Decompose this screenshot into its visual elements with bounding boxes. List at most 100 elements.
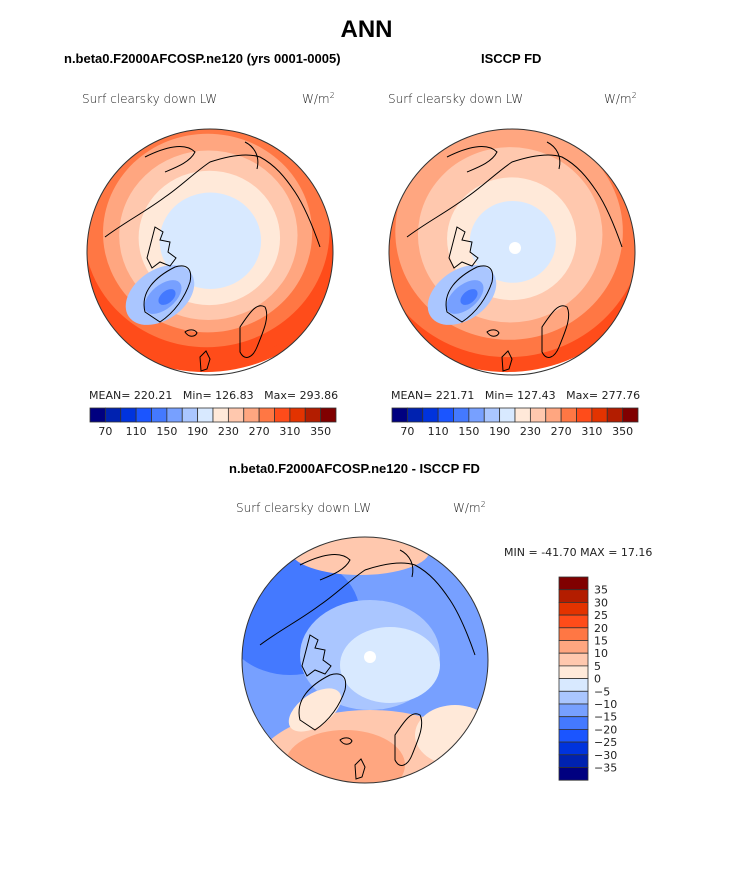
colorbar-box bbox=[558, 576, 589, 591]
units-text: W/m bbox=[302, 92, 330, 106]
contour-band bbox=[159, 192, 262, 289]
colorbar-box bbox=[320, 407, 337, 423]
missing-data-pole bbox=[509, 242, 521, 254]
colorbar-tick-label: 150 bbox=[156, 425, 177, 438]
contour-band bbox=[460, 289, 478, 305]
coastline bbox=[184, 329, 198, 337]
missing-data-pole bbox=[364, 651, 376, 663]
panel-model-stats: MEAN= 220.21 Min= 126.83 Max= 293.86 bbox=[89, 389, 338, 402]
contour-band bbox=[415, 705, 488, 765]
colorbar-tick-label: −20 bbox=[594, 723, 617, 736]
colorbar-box bbox=[529, 407, 547, 423]
panel-diff-map bbox=[241, 536, 489, 784]
colorbar-box bbox=[151, 407, 168, 423]
page-title: ANN bbox=[340, 16, 393, 43]
colorbar-box bbox=[391, 407, 408, 423]
colorbar-tick-label: 110 bbox=[126, 425, 147, 438]
colorbar-box bbox=[483, 407, 501, 423]
coastline bbox=[448, 226, 479, 269]
coastline bbox=[143, 265, 192, 323]
colorbar-box bbox=[104, 407, 122, 423]
colorbar-box bbox=[468, 407, 485, 423]
colorbar-tick-label: 25 bbox=[594, 609, 608, 622]
colorbar-box bbox=[558, 601, 589, 616]
contour-band bbox=[469, 200, 556, 283]
colorbar-tick-label: 70 bbox=[98, 425, 112, 438]
panel-model-units: W/m2 bbox=[302, 91, 335, 107]
colorbar-box bbox=[289, 407, 306, 423]
coastline bbox=[259, 562, 476, 656]
panel-diff-variable-label: Surf clearsky down LW bbox=[236, 501, 372, 515]
colorbar-box bbox=[135, 407, 152, 423]
map-boundary-circle bbox=[388, 128, 636, 376]
max-value: 293.86 bbox=[299, 389, 339, 402]
min-value: 127.43 bbox=[517, 389, 556, 402]
colorbar-box bbox=[545, 407, 562, 423]
colorbar-tick-label: 70 bbox=[400, 425, 414, 438]
contour-band bbox=[158, 289, 176, 305]
colorbar-tick-label: 20 bbox=[594, 622, 608, 635]
colorbar-tick-label: 350 bbox=[310, 425, 331, 438]
colorbar-box bbox=[591, 407, 608, 423]
colorbar-box bbox=[437, 407, 454, 423]
colorbar-box bbox=[558, 665, 589, 680]
colorbar-tick-label: 10 bbox=[594, 647, 608, 660]
colorbar-box bbox=[514, 407, 531, 423]
mean-value: 221.71 bbox=[435, 389, 475, 402]
colorbar-box bbox=[558, 627, 589, 641]
colorbar-box bbox=[304, 407, 322, 423]
panel-obs-map bbox=[388, 128, 636, 376]
contour-band bbox=[285, 730, 405, 783]
coastline bbox=[199, 350, 211, 372]
coastline bbox=[546, 141, 561, 170]
colorbar-tick-label: 0 bbox=[594, 673, 601, 686]
colorbar-box bbox=[274, 407, 291, 423]
coastline bbox=[446, 146, 498, 173]
colorbar-box bbox=[558, 754, 589, 768]
contour-band bbox=[340, 627, 440, 703]
panel-model-variable-label: Surf clearsky down LW bbox=[82, 92, 218, 106]
coastline bbox=[104, 154, 321, 248]
colorbar-tick-label: 270 bbox=[551, 425, 572, 438]
colorbar-box bbox=[258, 407, 275, 423]
colorbar-tick-label: 190 bbox=[187, 425, 208, 438]
coastline bbox=[244, 141, 259, 170]
colorbar-box bbox=[453, 407, 470, 423]
colorbar-box bbox=[558, 589, 589, 603]
coastline bbox=[298, 673, 347, 731]
colorbar-box bbox=[558, 690, 589, 705]
coastline bbox=[486, 329, 500, 337]
colorbar-tick-label: 270 bbox=[249, 425, 270, 438]
colorbar-box bbox=[558, 652, 589, 667]
colorbar-box bbox=[227, 407, 245, 423]
colorbar-box bbox=[499, 407, 516, 423]
colorbar-box bbox=[558, 614, 589, 629]
units-exponent: 2 bbox=[329, 91, 335, 100]
colorbar-box bbox=[197, 407, 214, 423]
coastline bbox=[354, 758, 366, 780]
units-text: W/m bbox=[604, 92, 632, 106]
colorbar-tick-label: 5 bbox=[594, 660, 601, 673]
colorbar-tick-label: 35 bbox=[594, 584, 608, 597]
colorbar-box bbox=[558, 703, 589, 718]
colorbar-tick-label: 310 bbox=[279, 425, 300, 438]
colorbar-tick-label: −10 bbox=[594, 698, 617, 711]
colorbar-tick-label: 350 bbox=[612, 425, 633, 438]
panel-obs-variable-label: Surf clearsky down LW bbox=[388, 92, 524, 106]
coastline bbox=[394, 713, 423, 766]
colorbar-box bbox=[558, 640, 589, 654]
colorbar-box bbox=[422, 407, 439, 423]
coastline bbox=[299, 554, 351, 581]
coastline bbox=[399, 549, 414, 578]
coastline bbox=[144, 146, 196, 173]
panel-model-colorbar: 70 110 150 190 230 270 310 350 bbox=[89, 407, 337, 438]
colorbar-box bbox=[558, 728, 589, 743]
coastline bbox=[541, 305, 570, 358]
min-label: MIN = bbox=[504, 546, 538, 559]
max-label: MAX = bbox=[580, 546, 618, 559]
colorbar-tick-label: 230 bbox=[218, 425, 239, 438]
colorbar-box bbox=[89, 407, 106, 423]
panel-diff-stats: MIN = -41.70 MAX = 17.16 bbox=[504, 546, 652, 559]
panel-obs-units: W/m2 bbox=[604, 92, 637, 107]
colorbar-box bbox=[406, 407, 424, 423]
